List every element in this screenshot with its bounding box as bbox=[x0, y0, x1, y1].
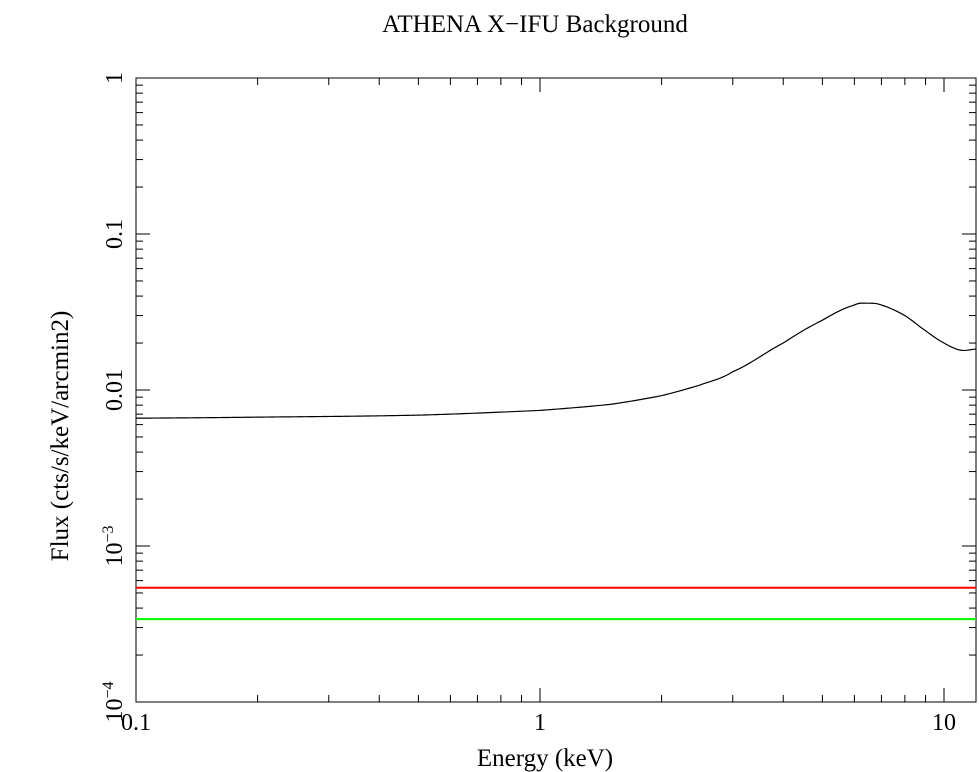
x-tick-label: 1 bbox=[534, 710, 546, 736]
chart-title: ATHENA X−IFU Background bbox=[382, 11, 688, 38]
y-tick-label: 1 bbox=[102, 72, 128, 84]
plot-frame bbox=[135, 77, 977, 703]
y-tick-base: 10 bbox=[102, 699, 128, 723]
axis-ticks bbox=[135, 77, 976, 703]
y-tick-label: 10−3 bbox=[100, 525, 128, 566]
y-tick-exponent: −4 bbox=[100, 681, 117, 698]
series-lines bbox=[135, 302, 977, 621]
y-tick-label: 10−4 bbox=[100, 681, 128, 722]
series-line bbox=[135, 302, 977, 419]
y-tick-label: 0.1 bbox=[102, 219, 128, 249]
x-tick-label: 0.1 bbox=[121, 710, 151, 736]
y-tick-base: 10 bbox=[102, 543, 128, 567]
x-axis-label: Energy (keV) bbox=[477, 745, 613, 772]
y-axis-label: Flux (cts/s/keV/arcmin2) bbox=[47, 311, 74, 562]
y-tick-label: 0.01 bbox=[102, 369, 128, 411]
x-tick-label: 10 bbox=[932, 710, 956, 736]
y-tick-exponent: −3 bbox=[100, 525, 117, 542]
